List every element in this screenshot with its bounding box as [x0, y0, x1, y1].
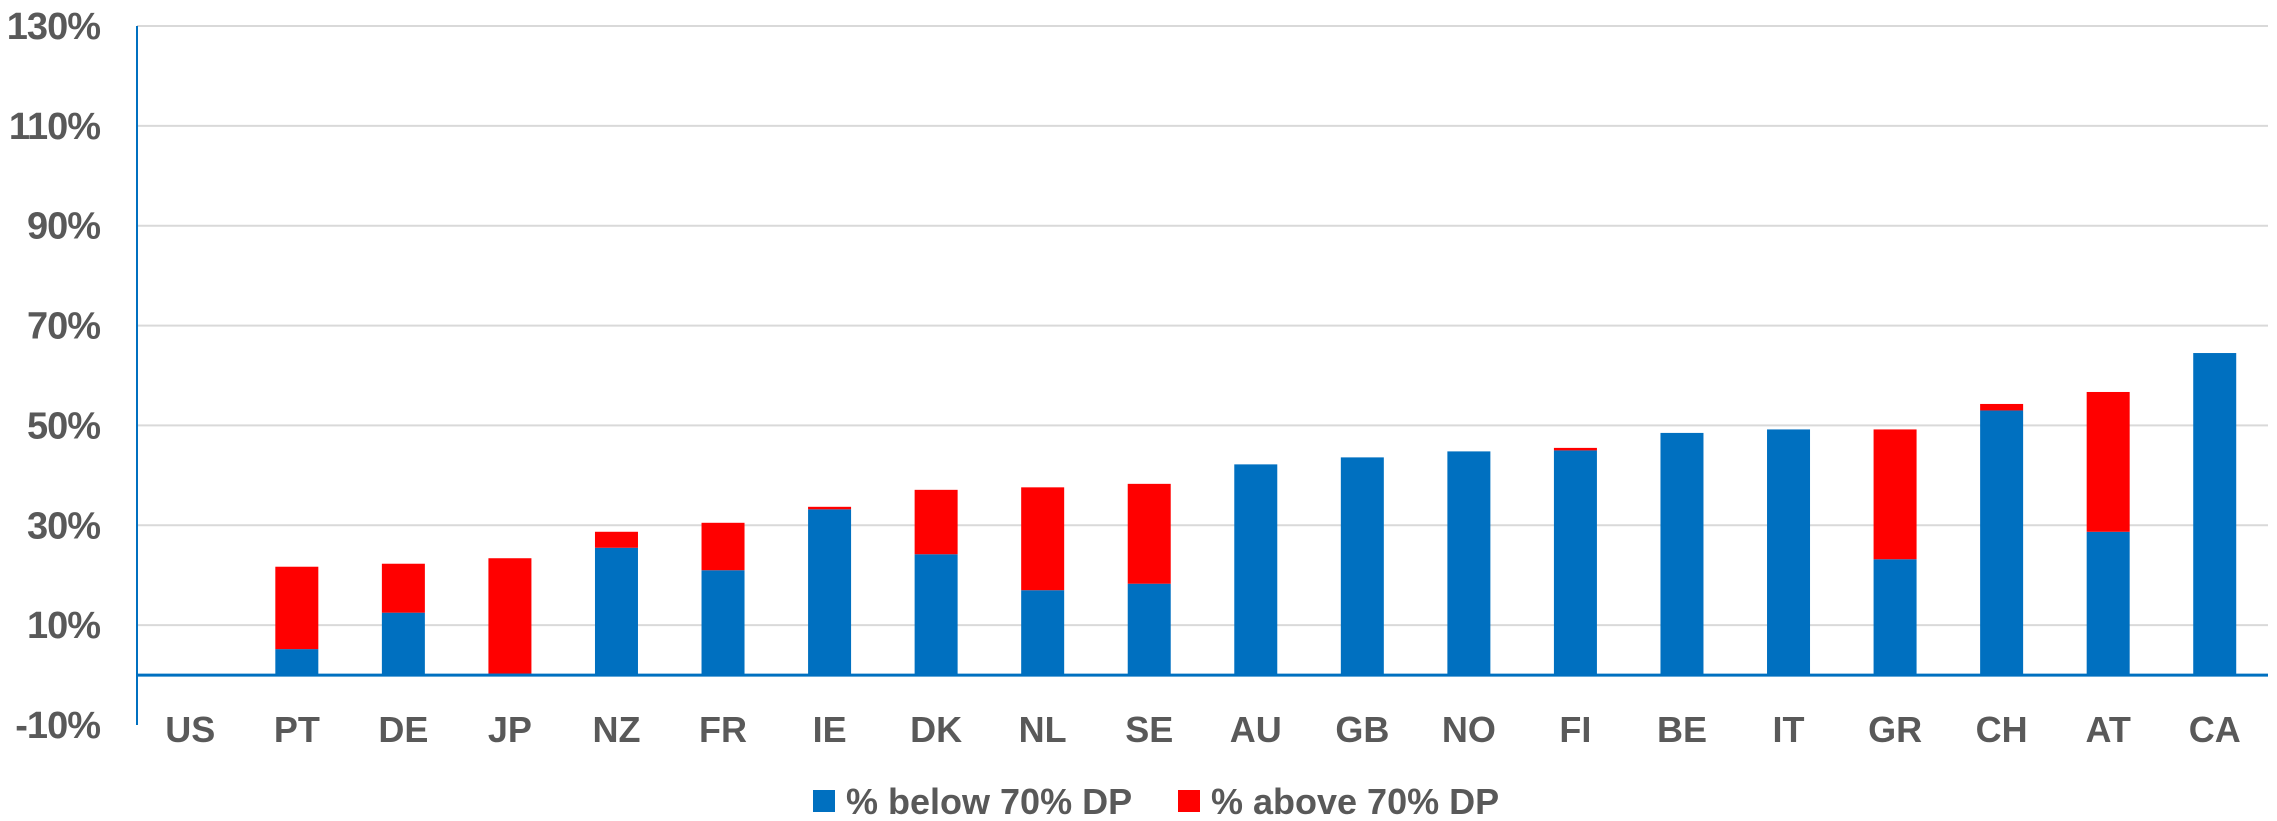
bar-below-70-dp [701, 570, 745, 676]
x-tick-label: CH [1976, 709, 2028, 750]
bar-below-70-dp [275, 649, 319, 676]
bar-below-70-dp [2086, 531, 2130, 676]
y-tick-label: 70% [27, 306, 100, 348]
bar-above-70-dp [2086, 391, 2130, 532]
bar-below-70-dp [1660, 432, 1704, 676]
bars [275, 353, 2237, 676]
bar-below-70-dp [914, 554, 958, 676]
bar-below-70-dp [1234, 464, 1278, 676]
bar-below-70-dp [808, 509, 852, 676]
bar-above-70-dp [275, 566, 319, 650]
bar-below-70-dp [594, 547, 638, 676]
y-tick-label: 110% [9, 106, 100, 148]
legend-label: % above 70% DP [1211, 781, 1499, 821]
bar-below-70-dp [1980, 410, 2024, 676]
gridlines [137, 25, 2268, 627]
bar-above-70-dp [914, 489, 958, 555]
y-tick-label: 10% [27, 605, 100, 647]
legend-swatch [1178, 790, 1200, 812]
y-tick-label: 90% [27, 206, 100, 248]
x-tick-label: JP [488, 709, 532, 750]
bar-below-70-dp [1021, 590, 1065, 676]
bar-below-70-dp [1767, 429, 1811, 676]
bar-above-70-dp [1980, 403, 2024, 411]
x-tick-label: US [165, 709, 215, 750]
bar-below-70-dp [1127, 583, 1171, 676]
bar-above-70-dp [1127, 483, 1171, 584]
x-tick-label: AU [1230, 709, 1282, 750]
x-tick-label: DE [378, 709, 428, 750]
axes [136, 26, 2268, 725]
legend: % below 70% DP % above 70% DP [813, 781, 1499, 821]
bar-below-70-dp [1340, 457, 1384, 676]
bar-above-70-dp [808, 506, 852, 510]
x-tick-label: IE [813, 709, 847, 750]
x-tick-label: SE [1125, 709, 1173, 750]
x-tick-label: FI [1559, 709, 1591, 750]
x-tick-label: NZ [592, 709, 640, 750]
x-tick-label: AT [2086, 709, 2131, 750]
bar-below-70-dp [1447, 451, 1491, 676]
bar-above-70-dp [594, 531, 638, 548]
y-tick-label: -10% [15, 705, 100, 747]
x-tick-label: NL [1019, 709, 1067, 750]
bar-below-70-dp [2193, 353, 2237, 676]
x-tick-label: NO [1442, 709, 1496, 750]
bar-above-70-dp [1021, 487, 1065, 591]
legend-label: % below 70% DP [846, 781, 1132, 821]
x-tick-labels: US PT DE JP NZ FR IE DK NL SE AU GB NO FI BE IT GR CH AT CA [165, 709, 2240, 750]
bar-above-70-dp [381, 563, 425, 613]
legend-swatch [813, 790, 835, 812]
y-tick-label: 30% [27, 505, 100, 547]
y-tick-label: 130% [7, 6, 100, 48]
x-tick-label: BE [1657, 709, 1707, 750]
x-tick-label: CA [2189, 709, 2241, 750]
bar-above-70-dp [1873, 429, 1917, 560]
x-tick-label: GR [1868, 709, 1922, 750]
bar-below-70-dp [1553, 450, 1597, 676]
y-tick-labels: -10% 10% 30% 50% 70% 90% 110% 130% [7, 6, 101, 747]
bar-above-70-dp [701, 522, 745, 571]
x-tick-label: GB [1335, 709, 1389, 750]
bar-above-70-dp [488, 558, 532, 674]
x-tick-label: FR [699, 709, 747, 750]
x-tick-label: DK [910, 709, 962, 750]
x-tick-label: PT [274, 709, 320, 750]
bar-above-70-dp [1553, 447, 1597, 451]
bar-below-70-dp [381, 612, 425, 676]
x-tick-label: IT [1773, 709, 1805, 750]
y-tick-label: 50% [27, 405, 100, 447]
bar-below-70-dp [1873, 559, 1917, 676]
